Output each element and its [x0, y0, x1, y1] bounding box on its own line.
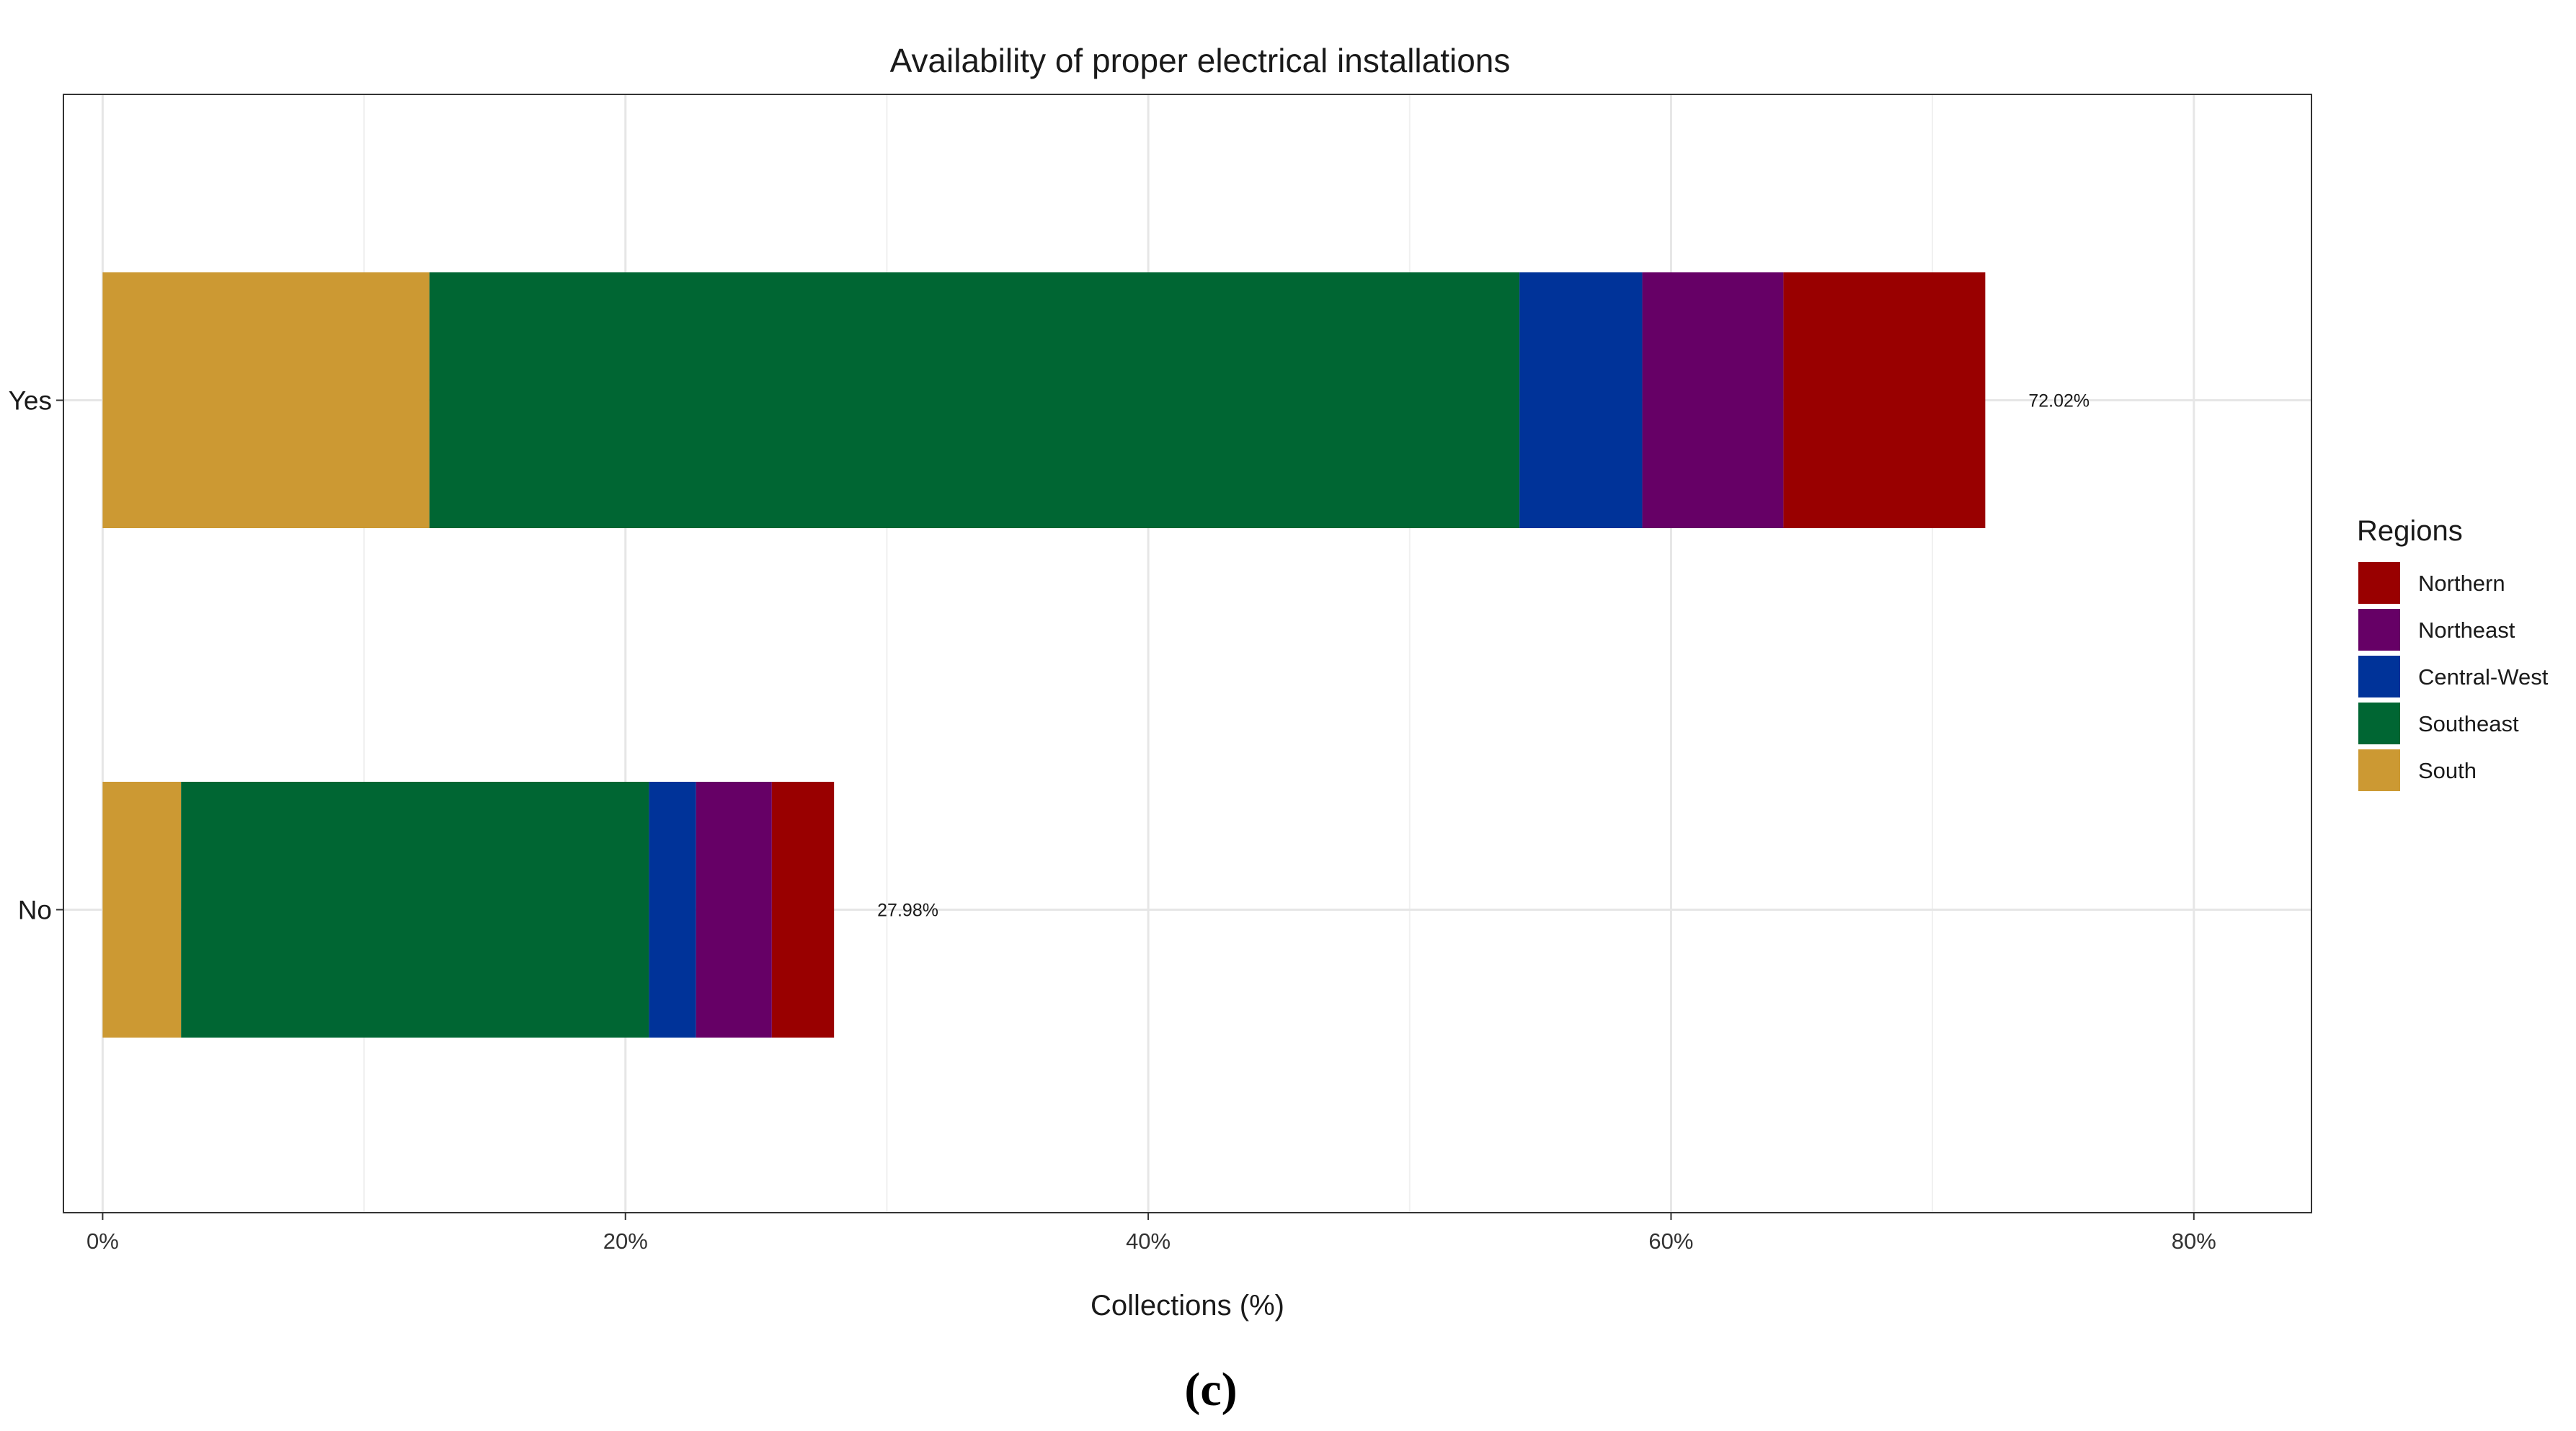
bars: [102, 272, 1986, 1038]
bar-segment-central-west-no: [649, 782, 696, 1038]
plot-panel: 72.02% 27.98%: [63, 94, 2312, 1213]
legend-label-central-west: Central-West: [2418, 664, 2549, 690]
bar-segment-northeast-no: [696, 782, 772, 1038]
bar-segment-southeast-no: [181, 782, 649, 1038]
bar-segment-central-west-yes: [1519, 272, 1643, 528]
y-tick-label-yes: Yes: [9, 386, 52, 416]
x-axis-title: Collections (%): [1091, 1290, 1284, 1321]
legend-title: Regions: [2357, 515, 2463, 547]
legend-swatch-south: [2358, 749, 2400, 791]
legend-label-south: South: [2418, 758, 2477, 783]
y-tick-label-no: No: [18, 896, 52, 925]
chart-title: Availability of proper electrical instal…: [890, 42, 1511, 79]
panel-background: [63, 94, 2311, 1213]
bar-segment-northeast-yes: [1642, 272, 1784, 528]
legend-items: Northern Northeast Central-West Southeast So…: [2358, 562, 2549, 791]
bar-segment-south-yes: [102, 272, 430, 528]
figure-caption: (c): [1184, 1363, 1237, 1416]
x-tick-label: 60%: [1648, 1229, 1693, 1254]
total-labels: 72.02% 27.98%: [877, 391, 2089, 921]
x-tick-label: 20%: [603, 1229, 648, 1254]
legend-swatch-northeast: [2358, 609, 2400, 651]
legend: Regions Northern Northeast Central-West Sou…: [2357, 515, 2549, 791]
total-label-yes: 72.02%: [2028, 391, 2089, 411]
legend-swatch-southeast: [2358, 703, 2400, 744]
panel-border: [63, 94, 2312, 1213]
legend-label-northeast: Northeast: [2418, 618, 2515, 643]
total-label-no: 27.98%: [877, 901, 938, 921]
bar-segment-northern-yes: [1783, 272, 1986, 528]
legend-swatch-northern: [2358, 562, 2400, 604]
x-tick-label: 0%: [86, 1229, 119, 1254]
bar-segment-south-no: [102, 782, 182, 1038]
legend-label-northern: Northern: [2418, 571, 2505, 596]
x-tick-label: 40%: [1126, 1229, 1171, 1254]
x-tick-label: 80%: [2172, 1229, 2216, 1254]
bar-segment-northern-no: [771, 782, 835, 1038]
bar-segment-southeast-yes: [429, 272, 1520, 528]
legend-swatch-central-west: [2358, 656, 2400, 697]
x-axis: 0% 20% 40% 60% 80%: [86, 1213, 2216, 1254]
y-axis: Yes No: [9, 386, 63, 925]
legend-label-southeast: Southeast: [2418, 711, 2519, 736]
